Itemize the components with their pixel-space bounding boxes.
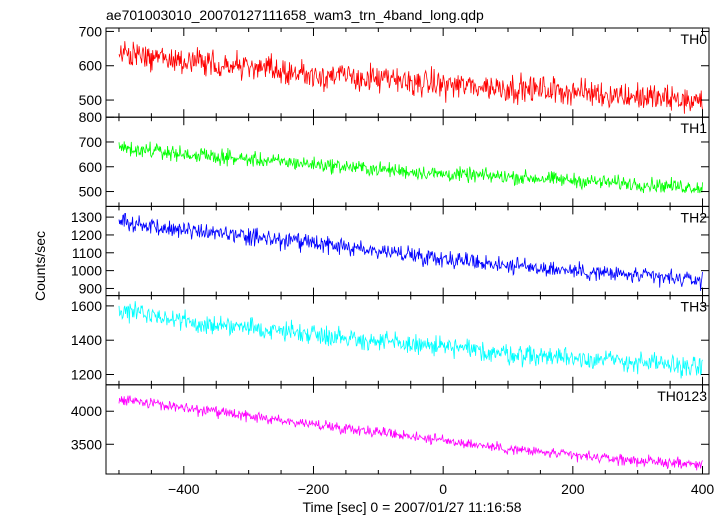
y-tick-label: 700 [79,134,103,150]
series-line-th3 [118,301,703,379]
y-tick-label: 1200 [71,367,102,383]
y-tick-label: 800 [79,109,103,125]
series-label: TH0 [681,31,708,47]
panel-frame [105,384,710,475]
y-tick-label: 500 [79,92,103,108]
y-tick-label: 600 [79,58,103,74]
y-tick-label: 1100 [72,245,102,261]
panel-th0123: 3500 4000 TH0123 −400 −200 0 200 400 [71,384,715,497]
x-tick-label: 400 [691,481,715,497]
series-line-th1 [118,141,703,194]
y-tick-label: 1600 [71,298,102,314]
y-tick-label: 1200 [71,227,102,243]
y-tick-label: 500 [79,184,103,200]
y-tick-label: 1000 [71,263,102,279]
y-tick-label: 600 [79,159,103,175]
series-label: TH3 [681,299,708,315]
panel-th0: 500 600 700 TH0 [79,23,710,118]
x-tick-label: −200 [298,481,330,497]
panel-th3: 1200 1400 1600 TH3 [71,295,710,386]
y-tick-label: 900 [79,280,103,296]
y-tick-label: 1400 [71,332,102,348]
x-tick-label: 200 [561,481,585,497]
series-line-th2 [118,212,703,291]
panel-th1: 500 600 700 800 TH1 [79,109,710,207]
x-tick-label: −400 [168,481,200,497]
chart-title: ae701003010_20070127111658_wam3_trn_4ban… [106,7,484,23]
series-line-th0123 [118,395,703,471]
panel-frame [105,27,710,118]
y-tick-label: 1300 [71,209,102,225]
x-axis-label: Time [sec] 0 = 2007/01/27 11:16:58 [302,499,521,515]
y-axis-label: Counts/sec [32,231,48,301]
y-tick-label: 3500 [71,436,102,452]
panel-frame [105,295,710,386]
series-label: TH1 [681,120,708,136]
y-tick-label: 4000 [71,403,102,419]
y-tick-label: 700 [79,23,103,39]
series-label: TH2 [681,209,708,225]
series-line-th0 [118,41,703,114]
x-tick-label: 0 [439,481,447,497]
series-label: TH0123 [657,388,707,404]
